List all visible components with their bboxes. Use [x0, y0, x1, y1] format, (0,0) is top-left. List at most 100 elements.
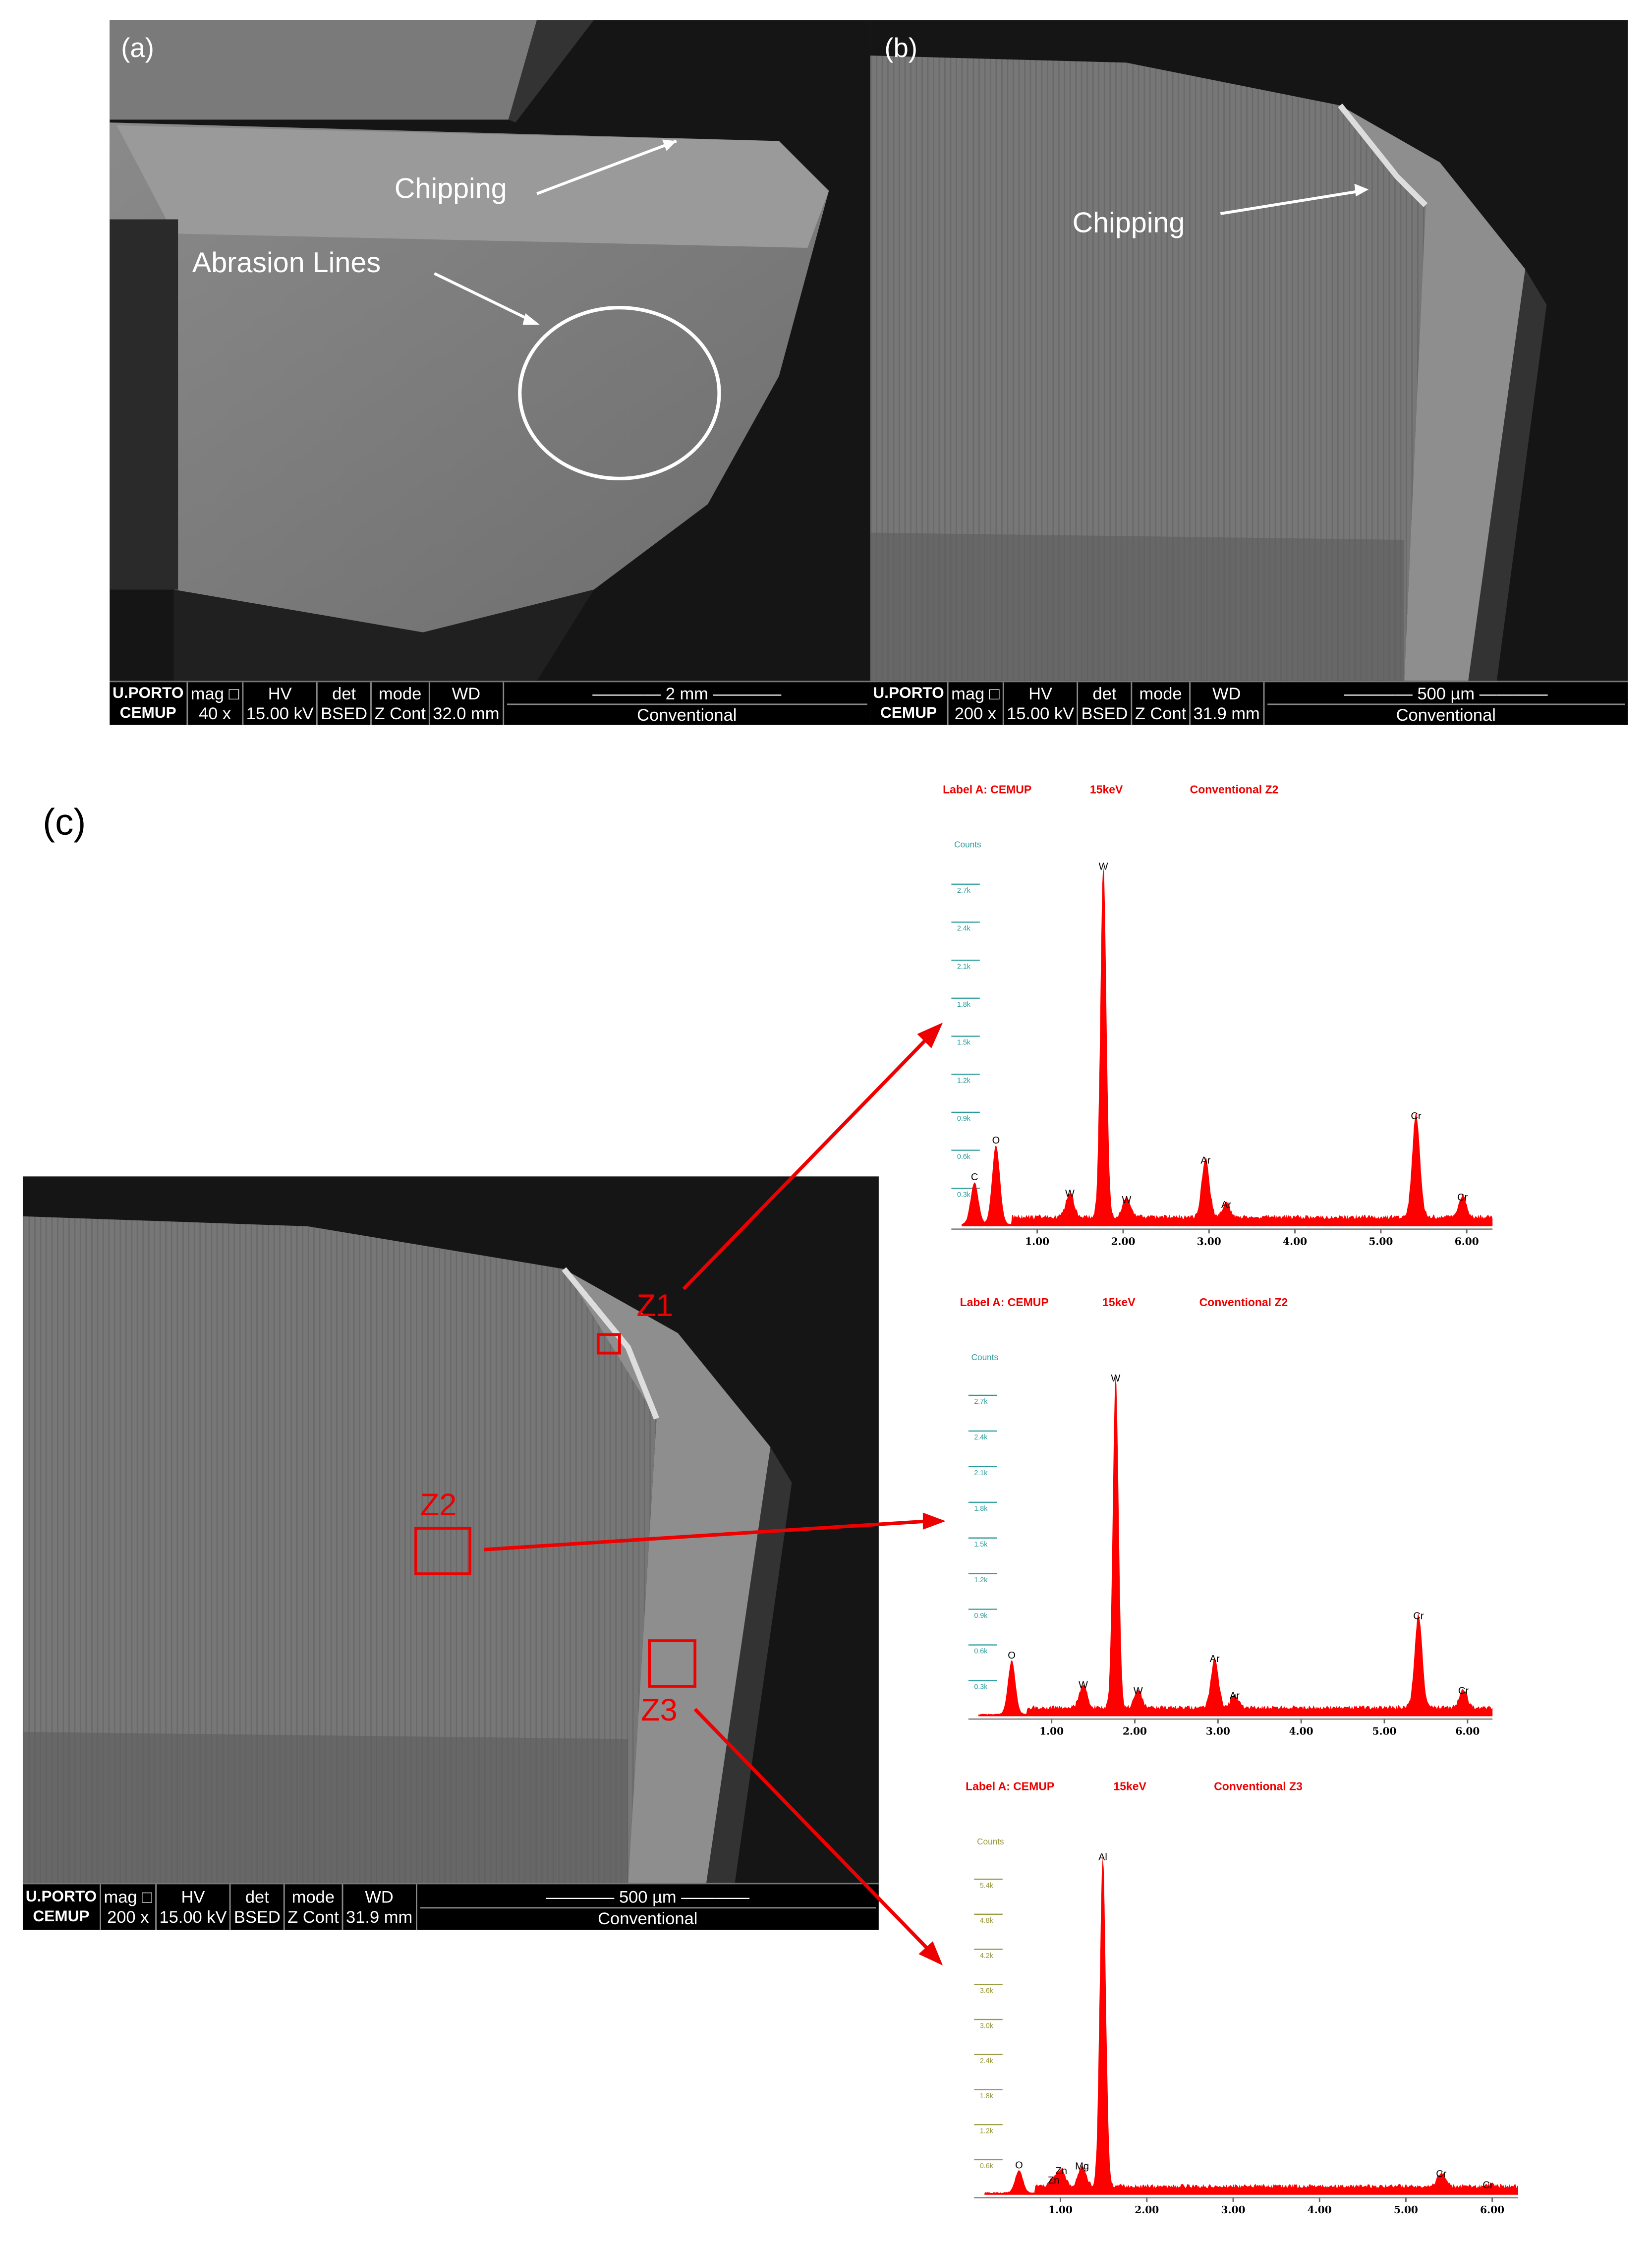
info-cell-wd: WD 31.9 mm — [343, 1884, 417, 1930]
spectrum-area — [962, 866, 1493, 1226]
y-tick-label: 0.9k — [974, 1612, 988, 1620]
info-hv-label: HV — [268, 684, 292, 704]
info-bar-b: U.PORTO CEMUP mag □ 200 x HV 15.00 kV det BSED m… — [870, 681, 1628, 725]
x-tick-label: 1.00 — [1025, 1235, 1049, 1247]
info-cell-mode: mode Z Cont — [372, 682, 430, 725]
info-hv: 15.00 kV — [246, 703, 314, 724]
y-tick-label: 1.8k — [980, 2092, 994, 2100]
panel-a-label: (a) — [121, 34, 154, 64]
mode-name: Conventional — [637, 704, 737, 725]
y-tick-label: 5.4k — [980, 1882, 994, 1890]
panel-c-label: (c) — [43, 800, 86, 843]
y-tick-label: 1.8k — [957, 1001, 971, 1009]
y-axis-label: Counts — [954, 840, 981, 850]
info-det-label: det — [245, 1887, 269, 1907]
x-tick-label: 2.00 — [1111, 1235, 1135, 1247]
mode-name: Conventional — [598, 1907, 698, 1928]
peak-label-ar: Ar — [1230, 1690, 1240, 1701]
info-cell-det: det BSED — [231, 1884, 285, 1930]
y-tick-label: 2.1k — [957, 963, 971, 971]
peak-label-mg: Mg — [1075, 2161, 1089, 2172]
scale-cell: ———— 500 µm ———— Conventional — [417, 1884, 879, 1930]
peak-label-cr: Cr — [1411, 1111, 1422, 1122]
info-bar-c: U.PORTO CEMUP mag □ 200 x HV 15.00 kV det BSED m… — [22, 1883, 879, 1930]
x-tick-label: 3.00 — [1206, 1725, 1230, 1737]
x-tick-label: 4.00 — [1308, 2204, 1332, 2216]
x-tick-label: 6.00 — [1455, 1235, 1479, 1247]
scale-cell: ———— 2 mm ———— Conventional — [504, 682, 870, 725]
info-det: BSED — [233, 1907, 281, 1927]
x-tick-label: 2.00 — [1135, 2204, 1159, 2216]
info-hv: 15.00 kV — [159, 1907, 227, 1927]
info-cell-hv: HV 15.00 kV — [1004, 682, 1079, 725]
spectrum-header-kv: 15keV — [1102, 1296, 1136, 1309]
x-tick-label: 5.00 — [1368, 1235, 1393, 1247]
y-tick-label: 4.8k — [980, 1917, 994, 1925]
annotation-arrow-b — [1220, 183, 1369, 215]
peak-label-w: W — [1065, 1188, 1075, 1199]
x-tick-label: 1.00 — [1039, 1725, 1064, 1737]
peak-label-o: O — [1008, 1650, 1016, 1661]
zone-z1-box — [596, 1333, 621, 1355]
eds-spectrum-z2: Label A: CEMUP 15keV Conventional Z2 Counts… — [957, 1289, 1495, 1747]
y-tick-label: 0.3k — [974, 1683, 988, 1691]
spectrum-header-name: Conventional Z2 — [1199, 1296, 1288, 1309]
info-mag-label: mag □ — [951, 684, 1000, 704]
info-wd: 31.9 mm — [346, 1907, 413, 1927]
info-mode: Z Cont — [1135, 703, 1187, 724]
x-tick-label: 5.00 — [1394, 2204, 1418, 2216]
info-mag-label: mag □ — [104, 1887, 153, 1907]
peak-label-o: O — [1015, 2160, 1023, 2171]
mode-name: Conventional — [1396, 704, 1496, 725]
info-cell-wd: WD 31.9 mm — [1191, 682, 1264, 725]
y-tick-label: 1.5k — [957, 1039, 971, 1047]
info-mag: 200 x — [954, 703, 997, 724]
peak-label-cr: Cr — [1482, 2180, 1493, 2190]
info-cell-mode: mode Z Cont — [285, 1884, 343, 1930]
panel-b-label: (b) — [884, 34, 918, 64]
x-tick-label: 3.00 — [1197, 1235, 1221, 1247]
info-logo-bottom: CEMUP — [119, 705, 176, 722]
y-tick-label: 2.4k — [980, 2057, 994, 2065]
y-tick-label: 2.7k — [957, 887, 971, 895]
info-cell-wd: WD 32.0 mm — [430, 682, 504, 725]
y-tick-label: 4.2k — [980, 1952, 994, 1960]
peak-label-o: O — [992, 1135, 1000, 1146]
info-det: BSED — [321, 703, 368, 724]
peak-label-zn: Zn — [1056, 2166, 1067, 2177]
info-cell-det: det BSED — [1079, 682, 1133, 725]
peak-label-w: W — [1079, 1680, 1088, 1691]
peak-label-al: Al — [1098, 1852, 1107, 1863]
info-cell-hv: HV 15.00 kV — [157, 1884, 231, 1930]
info-hv-label: HV — [1028, 684, 1053, 704]
info-logo-top: U.PORTO — [873, 685, 944, 702]
info-logo-top: U.PORTO — [112, 685, 184, 702]
y-axis-label: Counts — [977, 1837, 1004, 1846]
spectrum-area — [978, 1375, 1493, 1717]
info-mode: Z Cont — [374, 703, 426, 724]
x-tick-label: 2.00 — [1123, 1725, 1147, 1737]
scale-bar: ———— 500 µm ———— — [1267, 683, 1625, 704]
abrasion-circle — [518, 306, 721, 481]
info-wd-label: WD — [365, 1887, 394, 1907]
info-cell-mag: mag □ 40 x — [188, 682, 243, 725]
x-tick-label: 6.00 — [1480, 2204, 1504, 2216]
y-tick-label: 0.3k — [957, 1191, 971, 1199]
eds-spectrum-z3: Label A: CEMUP 15keV Conventional Z3 Counts… — [963, 1773, 1521, 2226]
abrasion-annotation: Abrasion Lines — [192, 247, 381, 280]
y-tick-label: 0.6k — [974, 1648, 988, 1656]
info-det-label: det — [332, 684, 356, 704]
info-cell-mag: mag □ 200 x — [101, 1884, 157, 1930]
peak-label-cr: Cr — [1457, 1192, 1468, 1203]
chipping-annotation-b: Chipping — [1072, 208, 1185, 239]
info-mode-label: mode — [1139, 684, 1182, 704]
y-tick-label: 2.7k — [974, 1398, 988, 1406]
annotation-arrows-a — [434, 139, 721, 481]
x-tick-label: 1.00 — [1048, 2204, 1073, 2216]
scale-bar: ———— 2 mm ———— — [506, 683, 867, 704]
info-cell-hv: HV 15.00 kV — [243, 682, 318, 725]
zone-z3-label: Z3 — [640, 1692, 678, 1728]
info-wd-label: WD — [1212, 684, 1241, 704]
x-tick-label: 5.00 — [1372, 1725, 1397, 1737]
